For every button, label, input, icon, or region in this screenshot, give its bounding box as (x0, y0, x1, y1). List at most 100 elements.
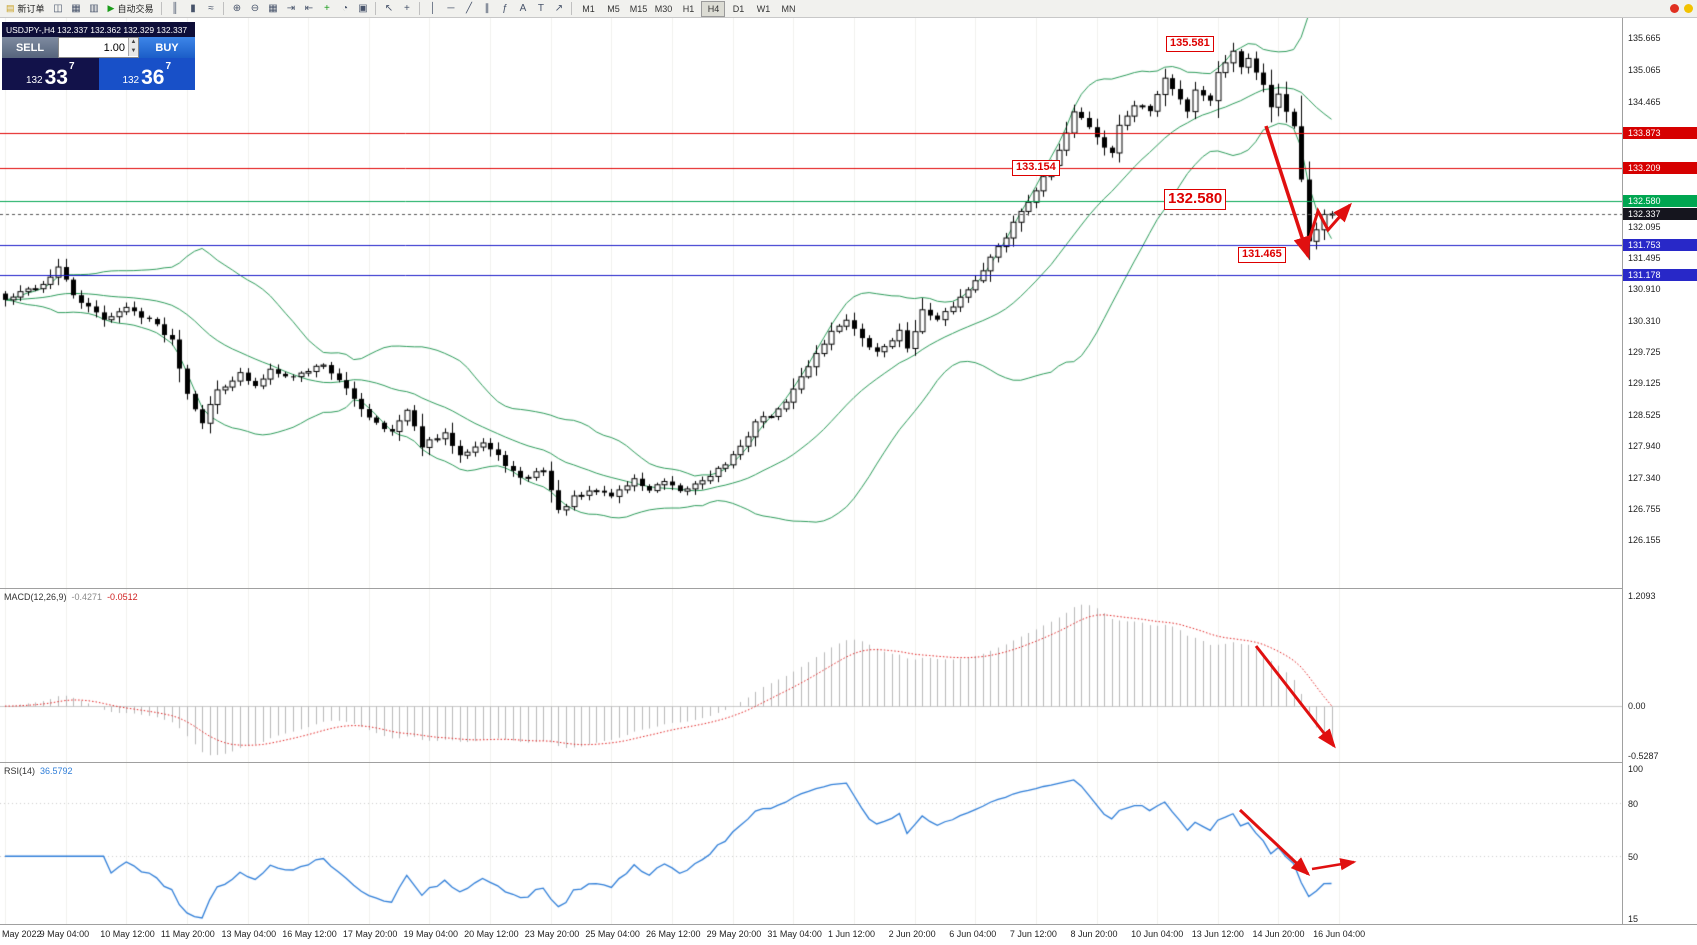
time-axis-label: 1 Jun 12:00 (827, 929, 875, 939)
time-axis-label: 6 Jun 04:00 (949, 929, 997, 939)
toolbar-separator (161, 2, 163, 15)
rsi-axis-label: 50 (1628, 852, 1639, 863)
time-axis-label: 9 May 04:00 (39, 929, 90, 939)
volume-down-stepper[interactable]: ▼ (128, 47, 138, 56)
price-axis-badge: 131.753 (1623, 238, 1697, 251)
timeframe-m5[interactable]: M5 (607, 3, 620, 14)
vertical-line-icon[interactable]: │ (429, 3, 437, 14)
timeframe-d1[interactable]: D1 (732, 3, 745, 14)
horizontal-line-icon[interactable]: ─ (447, 3, 455, 14)
cursor-icon[interactable]: ↖ (384, 3, 394, 14)
time-axis-label: 2 Jun 20:00 (888, 929, 936, 939)
new-order-button-label: 新订单 (17, 4, 45, 14)
arrows-tool-icon[interactable]: ↗ (554, 3, 564, 14)
auto-scroll-icon[interactable]: ⇥ (286, 3, 296, 14)
line-chart-icon[interactable]: ≈ (208, 3, 214, 14)
price-axis-badge: 131.178 (1623, 269, 1697, 282)
pane-splitter[interactable] (0, 588, 1697, 589)
main-chart-canvas[interactable] (0, 18, 1622, 588)
chart-window-icon[interactable]: ◫ (53, 3, 63, 14)
data-window-icon[interactable]: ▥ (89, 3, 99, 14)
price-axis-label: 127.940 (1628, 441, 1661, 452)
volume-box: ▲ ▼ (58, 37, 139, 58)
price-axis-badge: 132.580 (1623, 195, 1697, 208)
price-axis-label: 128.525 (1628, 410, 1661, 421)
text-icon[interactable]: A (519, 3, 527, 14)
autotrade-button-label: 自动交易 (117, 4, 154, 14)
ask-pips: 36 (141, 66, 165, 89)
bar-chart-icon[interactable]: ║ (171, 3, 179, 14)
price-axis-badge: 133.209 (1623, 161, 1697, 174)
volume-input[interactable] (59, 38, 128, 57)
rsi-pane-canvas[interactable] (0, 763, 1622, 924)
macd-pane-canvas[interactable] (0, 589, 1622, 762)
price-axis: 135.665 135.065 134.465 132.095 131.495 130.9… (1622, 18, 1697, 924)
profiles-icon[interactable]: ▦ (71, 3, 81, 14)
autotrade-button[interactable]: ▶ 自动交易 (104, 1, 158, 16)
volume-steppers: ▲ ▼ (128, 38, 138, 57)
macd-axis-label: -0.5287 (1628, 751, 1659, 761)
price-callout-132580[interactable]: 132.580 (1164, 189, 1227, 210)
timeframe-m15[interactable]: M15 (629, 3, 648, 14)
channel-icon[interactable]: ∥ (484, 3, 490, 14)
chart-shift-icon[interactable]: ⇤ (304, 3, 314, 14)
macd-axis-label: 0.00 (1628, 701, 1646, 712)
time-axis-label: 17 May 20:00 (342, 929, 398, 939)
top-tool bar: ▤ 新订单 ◫ ▦ ▥ ▶ 自动交易 ║ ▮ ≈ ⊕ ⊖ ▦ ⇥ ⇤ + ◔ ▣ ↖ + │ ─ ╱ ∥ ƒ A T ↗ M1 M5 M15… (0, 0, 1697, 18)
new-order-button[interactable]: ▤ 新订单 (2, 1, 49, 16)
timeframe-h1[interactable]: H1 (682, 3, 695, 14)
ask-pip-fraction: 7 (165, 61, 172, 72)
label-icon[interactable]: T (537, 3, 545, 14)
candlestick-chart-icon[interactable]: ▮ (190, 3, 196, 14)
trendline-icon[interactable]: ╱ (465, 3, 472, 14)
symbol-ohlc-text: USDJPY-,H4 132.337 132.362 132.329 132.3… (6, 24, 188, 35)
rsi-axis-label: 80 (1628, 799, 1639, 810)
macd-main-value: -0.4271 (71, 592, 103, 602)
crosshair-icon[interactable]: + (404, 3, 410, 14)
timeframe-m1[interactable]: M1 (582, 3, 595, 14)
timeframe-w1[interactable]: W1 (756, 3, 771, 14)
high-price-callout[interactable]: 135.581 (1166, 36, 1214, 52)
time-axis-label: 14 Jun 20:00 (1252, 929, 1305, 939)
bid-price: 132 33 7 (2, 58, 99, 90)
timeframe-mn[interactable]: MN (781, 3, 796, 14)
tile-windows-icon[interactable]: ▦ (268, 3, 278, 14)
bid-pip-fraction: 7 (68, 61, 75, 72)
zoom-in-icon[interactable]: ⊕ (232, 3, 242, 14)
time-axis-label: 11 May 20:00 (160, 929, 215, 939)
bid-pips: 33 (44, 66, 68, 89)
pane-splitter[interactable] (0, 762, 1697, 763)
timeframe-h4[interactable]: H4 (701, 0, 726, 17)
price-axis-badge: 133.873 (1623, 126, 1697, 139)
price-axis-label: 135.665 (1628, 33, 1661, 44)
time-axis-label: May 2022 (2, 929, 42, 939)
toolbar-separator (419, 2, 421, 15)
templates-icon[interactable]: ▣ (358, 3, 368, 14)
periods-icon[interactable]: ◔ (341, 3, 348, 14)
fibonacci-icon[interactable]: ƒ (502, 3, 508, 14)
sell-button[interactable]: SELL (2, 37, 58, 58)
price-axis-label: 126.755 (1628, 503, 1661, 514)
autotrade-icon: ▶ (107, 3, 115, 13)
price-axis-label: 131.495 (1628, 253, 1661, 264)
zoom-out-icon[interactable]: ⊖ (250, 3, 260, 14)
price-axis-label: 132.095 (1628, 221, 1661, 232)
time-axis-label: 19 May 04:00 (403, 929, 459, 939)
macd-title: MACD(12,26,9) (4, 592, 67, 602)
volume-up-stepper[interactable]: ▲ (128, 38, 138, 47)
time-axis-label: 7 Jun 12:00 (1009, 929, 1057, 939)
time-axis-label: 13 Jun 12:00 (1191, 929, 1244, 939)
buy-button[interactable]: BUY (139, 37, 195, 58)
time-axis-label: 16 May 12:00 (282, 929, 337, 939)
indicators-icon[interactable]: + (324, 3, 330, 14)
low-price-callout[interactable]: 131.465 (1238, 247, 1286, 263)
price-axis-label: 129.125 (1628, 378, 1661, 389)
price-axis-label: 134.465 (1628, 96, 1661, 107)
timeframe-m30[interactable]: M30 (654, 3, 673, 14)
rsi-axis-label: 15 (1628, 914, 1639, 924)
ask-price: 132 36 7 (98, 58, 195, 90)
price-callout-133154[interactable]: 133.154 (1012, 160, 1060, 176)
price-axis-label: 126.155 (1628, 535, 1661, 546)
rsi-axis-label: 100 (1628, 764, 1644, 774)
